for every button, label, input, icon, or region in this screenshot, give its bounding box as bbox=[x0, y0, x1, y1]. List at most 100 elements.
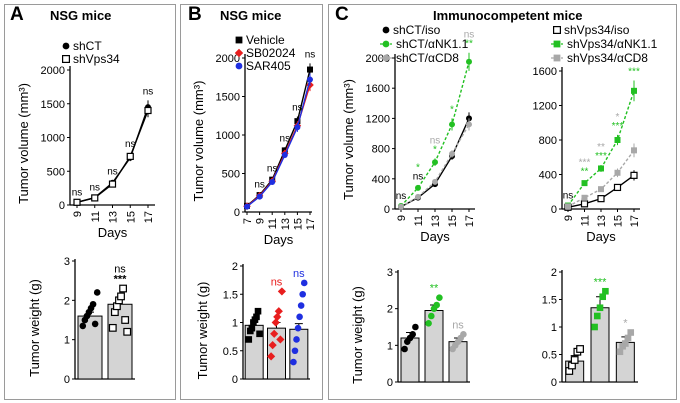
chart-C-weight-shVps34-point bbox=[596, 304, 604, 312]
chart-C-growth-shVps34-xtick-label: 11 bbox=[580, 215, 592, 226]
chart-B-growth-series-2-point bbox=[256, 193, 263, 200]
chart-A-growth-annotation: ns bbox=[89, 183, 100, 194]
chart-B-growth-series-2-point bbox=[294, 124, 301, 131]
chart-A-weight-point bbox=[119, 284, 127, 293]
chart-C-growth-shCT-legend-label: shCT/αNK1.1 bbox=[396, 37, 469, 51]
chart-C-growth-shVps34-series-2-point bbox=[614, 169, 621, 176]
chart-C-weight-shVps34-ytick-label: 1 bbox=[551, 322, 557, 334]
chart-A-weight-ytick-label: 1 bbox=[64, 335, 70, 347]
chart-C-growth-shCT-series-2-point bbox=[398, 203, 404, 210]
chart-B-growth-annotation: ns bbox=[305, 49, 316, 60]
chart-B-growth-legend-marker bbox=[235, 36, 243, 44]
chart-B-weight-point bbox=[297, 302, 305, 309]
chart-B-weight-point bbox=[276, 335, 285, 344]
chart-A-weight-ylabel: Tumor weight (g) bbox=[27, 279, 42, 377]
chart-B-growth-xlabel: Days bbox=[264, 232, 294, 247]
chart-B-weight-ytick-label: 0.5 bbox=[223, 346, 238, 358]
chart-B-growth-annotation: ns bbox=[280, 133, 291, 144]
chart-B-weight-point bbox=[256, 330, 263, 338]
chart-A-growth-series-1-line bbox=[76, 110, 149, 203]
chart-A-growth-series-1-point bbox=[108, 180, 117, 188]
chart-C-growth-shCT-annotation: ns bbox=[396, 191, 407, 202]
chart-C-growth-shCT-legend-marker bbox=[382, 26, 390, 34]
chart-B-growth-ytick-label: 0 bbox=[234, 207, 240, 219]
chart-C-growth-shCT-ytick-label: 1600 bbox=[366, 83, 390, 95]
chart-B-weight-bar-label: ns bbox=[293, 268, 305, 280]
chart-A-weight-bar-label: *** bbox=[114, 274, 128, 286]
chart-B-weight-point bbox=[273, 312, 282, 321]
chart-C-weight-shCT-point bbox=[428, 312, 435, 320]
chart-A-growth-ytick-label: 2000 bbox=[41, 65, 65, 77]
chart-C-weight-shCT-point bbox=[412, 323, 419, 331]
chart-C-weight-shCT-point bbox=[425, 320, 432, 327]
chart-B-growth-ytick-label: 2000 bbox=[216, 53, 240, 65]
panel-c-frame bbox=[328, 4, 677, 400]
chart-C-growth-shCT-legend-marker bbox=[382, 40, 390, 48]
chart-B-weight-point bbox=[267, 352, 276, 361]
chart-C-growth-shVps34-annotation: *** bbox=[579, 158, 591, 169]
chart-C-weight-shVps34-ytick-label: 2 bbox=[551, 267, 557, 279]
chart-C-growth-shCT-series-1-point bbox=[466, 58, 472, 65]
chart-B-weight-ytick-label: 1 bbox=[232, 318, 238, 330]
chart-C-growth-shCT-xlabel: Days bbox=[420, 229, 450, 244]
chart-B-weight-point bbox=[268, 341, 277, 350]
chart-A-growth-series-1-point bbox=[144, 106, 152, 115]
chart-C-growth-shCT-annotation: * bbox=[416, 163, 420, 174]
chart-C-growth-shVps34-ytick-label: 0 bbox=[551, 204, 557, 216]
chart-C-growth-shCT-xtick-label: 15 bbox=[447, 215, 459, 227]
chart-C-weight-shVps34-point bbox=[570, 356, 579, 364]
chart-A-weight-point bbox=[89, 300, 97, 308]
chart-C-weight-shVps34-point bbox=[576, 345, 584, 353]
chart-B-growth-series-2-point bbox=[281, 152, 288, 159]
chart-B-growth-series-2-point bbox=[244, 203, 250, 210]
chart-C-weight-shCT-ylabel: Tumor weight (g) bbox=[350, 286, 365, 384]
chart-C-growth-shVps34-ytick-label: 800 bbox=[539, 135, 557, 147]
chart-C-weight-shVps34-point bbox=[594, 312, 601, 320]
chart-A-growth-annotation: ns bbox=[72, 188, 83, 199]
chart-C-growth-shVps34-series-0-point bbox=[597, 195, 605, 203]
chart-C-weight-shVps34-bar-label: * bbox=[623, 318, 628, 330]
panel-c-title: Immunocompetent mice bbox=[433, 8, 583, 23]
chart-C-weight-shCT-point bbox=[433, 301, 441, 309]
chart-B-growth-ytick-label: 1000 bbox=[216, 130, 240, 142]
chart-C-growth-shVps34-series-2-point bbox=[565, 203, 571, 210]
chart-C-growth-shVps34-annotation: * bbox=[616, 112, 620, 123]
chart-C-growth-shCT-ylabel: Tumor volume (mm³) bbox=[341, 79, 356, 200]
chart-A-growth-xtick-label: 11 bbox=[90, 211, 102, 222]
chart-B-growth-series-2-point bbox=[269, 178, 276, 185]
chart-C-growth-shCT-annotation: ns bbox=[430, 135, 441, 146]
chart-A-growth-annotation: ns bbox=[125, 139, 136, 150]
chart-B-weight-point bbox=[245, 336, 253, 343]
chart-C-weight-shCT-ytick-label: 3 bbox=[387, 267, 393, 279]
chart-C-growth-shVps34-annotation: * bbox=[632, 57, 636, 68]
chart-C-growth-shCT-series-1-point bbox=[432, 159, 438, 166]
chart-B-growth-xtick-label: 15 bbox=[292, 218, 304, 230]
chart-C-growth-shVps34-series-2-point bbox=[581, 194, 588, 201]
chart-C-growth-shCT-series-2-point bbox=[432, 178, 438, 185]
chart-C-growth-shCT-series-2-point bbox=[449, 150, 455, 157]
chart-C-weight-shCT-ytick-label: 0 bbox=[387, 377, 393, 389]
chart-C-weight-shVps34-point bbox=[602, 287, 609, 295]
chart-B-weight-point bbox=[270, 329, 279, 338]
chart-B-weight-point bbox=[291, 347, 299, 355]
chart-B-weight-point bbox=[299, 290, 306, 298]
chart-C-growth-shCT-series-1-point bbox=[449, 121, 455, 128]
chart-C-weight-shVps34-point bbox=[627, 329, 635, 336]
panel-a-frame bbox=[4, 4, 176, 400]
chart-A-growth-ytick-label: 1500 bbox=[41, 99, 65, 111]
chart-B-growth-annotation: ns bbox=[267, 163, 278, 174]
chart-C-weight-shCT-point bbox=[401, 345, 408, 353]
chart-B-growth-legend-marker bbox=[235, 62, 243, 70]
chart-C-growth-shVps34-legend-marker bbox=[553, 54, 561, 62]
chart-B-weight-point bbox=[274, 307, 283, 316]
chart-C-growth-shVps34-series-0-point bbox=[580, 200, 589, 208]
chart-B-growth-xtick-label: 13 bbox=[280, 218, 292, 230]
chart-C-weight-shCT-bar-label: ** bbox=[430, 283, 439, 295]
chart-C-growth-shVps34-xlabel: Days bbox=[586, 229, 616, 244]
chart-A-weight-ytick-label: 2 bbox=[64, 295, 70, 307]
chart-C-growth-shVps34-series-1-point bbox=[598, 165, 604, 172]
chart-B-weight-point bbox=[253, 313, 260, 321]
chart-C-growth-shCT-xtick-label: 13 bbox=[430, 215, 442, 227]
chart-A-weight-point bbox=[93, 289, 101, 296]
chart-B-growth-xtick-label: 11 bbox=[267, 218, 279, 229]
